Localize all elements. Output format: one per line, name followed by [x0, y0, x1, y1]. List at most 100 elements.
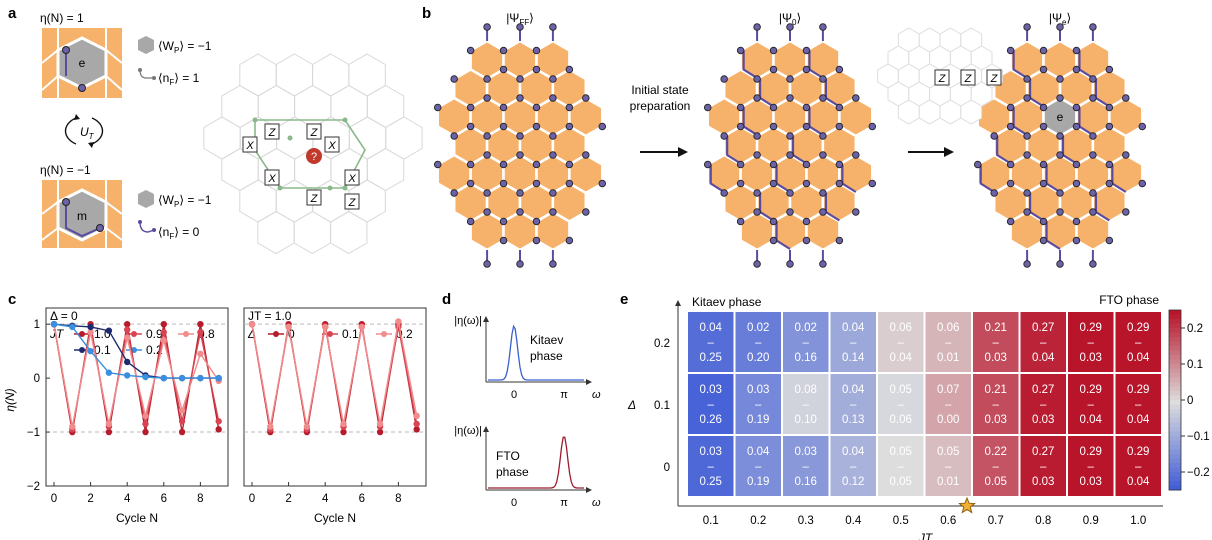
heatmap-cell	[830, 374, 876, 434]
lattice-hex	[257, 210, 295, 255]
cell-separator: –	[803, 337, 810, 349]
data-point	[215, 418, 222, 425]
fermion-site	[835, 179, 844, 188]
fermion-site	[483, 75, 491, 83]
colorbar-segment	[1169, 323, 1181, 329]
fermion-site	[1039, 103, 1048, 112]
plot-frame	[243, 307, 427, 487]
colorbar-segment	[1169, 458, 1181, 464]
fermion-site	[1122, 94, 1130, 102]
panel-letter-d: d	[442, 291, 451, 308]
fermion-site	[483, 23, 491, 31]
cell-value-zero: 0.25	[700, 476, 722, 488]
spectrum-curve	[488, 436, 584, 489]
cell-value-pi: 0.05	[890, 446, 912, 458]
colorbar-segment	[1169, 481, 1181, 486]
y-tick-label: −1	[27, 427, 40, 439]
fermion-site	[565, 122, 574, 131]
fermion-string	[979, 164, 995, 193]
fermion-site	[1039, 217, 1048, 226]
arrowhead	[675, 300, 681, 306]
fermion-site	[819, 94, 827, 102]
fermion-site	[819, 151, 827, 159]
cell-value-pi: 0.29	[1080, 384, 1102, 396]
cell-separator: –	[945, 461, 952, 473]
fermion-site	[499, 217, 508, 226]
cell-value-zero: 0.05	[985, 476, 1007, 488]
cell-value-pi: 0.29	[1080, 446, 1102, 458]
fermion-string	[742, 50, 758, 79]
fermion-site	[819, 208, 827, 216]
fermion-site	[1039, 46, 1048, 55]
fermion-site	[532, 65, 541, 74]
eta-bottom-label: η(N) = −1	[40, 163, 91, 177]
fermion-site	[1089, 208, 1097, 216]
cell-value-pi: 0.03	[795, 446, 817, 458]
cell-value-pi: 0.21	[985, 322, 1007, 334]
fermion-site	[1006, 217, 1015, 226]
legend-marker	[183, 331, 189, 337]
colorbar-segment	[1169, 445, 1181, 450]
cell-value-pi: 0.27	[1032, 384, 1054, 396]
fermion-site	[1056, 23, 1064, 31]
operator-box	[344, 193, 360, 210]
fermion-site	[802, 65, 811, 74]
spectra-plots: |η(ω)| 0 π ω Kitaev phase |η(ω)| 0 π ω FTO phase	[454, 315, 601, 509]
data-point	[178, 407, 186, 414]
fermion-site	[549, 151, 557, 159]
heatmap-cell	[878, 374, 924, 434]
heatmap-cell	[1068, 436, 1114, 496]
colorbar-segment	[1169, 454, 1181, 459]
fermion-site	[769, 179, 778, 188]
colorbar-segment	[1169, 418, 1181, 423]
lattice-hex	[502, 210, 538, 252]
fermion-site	[1039, 160, 1048, 169]
data-point	[87, 323, 94, 331]
fermion-string	[726, 136, 742, 165]
heatmap-cell	[925, 312, 971, 372]
fermion-site	[516, 94, 524, 102]
legend-marker	[131, 331, 137, 337]
phase-heatmap: Kitaev phase FTO phase0.04–0.250.02–0.200…	[627, 293, 1210, 540]
data-point	[248, 320, 256, 328]
data-point	[87, 347, 94, 355]
legend-nf-top: ⟨nF⟩ = 1	[138, 68, 200, 87]
legend-label: 0.9	[146, 327, 163, 341]
data-point	[215, 374, 222, 382]
cell-separator: –	[1040, 337, 1047, 349]
cell-value-pi: 0.02	[795, 322, 817, 334]
x-tick-label: 6	[359, 493, 365, 505]
heatmap-cell	[1020, 312, 1066, 372]
cell-value-pi: 0.04	[842, 446, 865, 458]
fermion-site	[499, 65, 508, 74]
cell-value-zero: 0.06	[890, 414, 912, 426]
cell-separator: –	[993, 399, 1000, 411]
operator-box	[306, 189, 322, 206]
fermion-site	[499, 122, 508, 131]
cell-value-pi: 0.29	[1127, 446, 1149, 458]
fermion-site	[753, 260, 761, 268]
fermion-site	[835, 160, 844, 169]
honeycomb-top-cell	[41, 28, 123, 98]
fermion-site	[532, 236, 541, 245]
cell-value-zero: 0.03	[1080, 352, 1102, 364]
cell-separator: –	[898, 461, 905, 473]
cell-value-pi: 0.08	[795, 384, 817, 396]
fermion-site	[532, 160, 541, 169]
lattice-hex	[772, 210, 808, 252]
lattice-hex	[293, 210, 332, 255]
lattice-hex	[385, 116, 423, 160]
heatmap-cell	[973, 312, 1019, 372]
unitary-label: UT	[80, 125, 95, 141]
x-tick-label: 0.6	[940, 515, 956, 527]
x-tick-label: 1.0	[1130, 515, 1146, 527]
fermion-site	[1089, 94, 1097, 102]
honeycomb-bottom-cell	[41, 180, 123, 248]
heatmap-cell	[1020, 374, 1066, 434]
operator-label: X	[267, 173, 276, 185]
data-point	[160, 320, 167, 328]
fermion-site	[532, 122, 541, 131]
fermion-site	[483, 132, 491, 140]
colorbar-segment	[1169, 440, 1181, 446]
